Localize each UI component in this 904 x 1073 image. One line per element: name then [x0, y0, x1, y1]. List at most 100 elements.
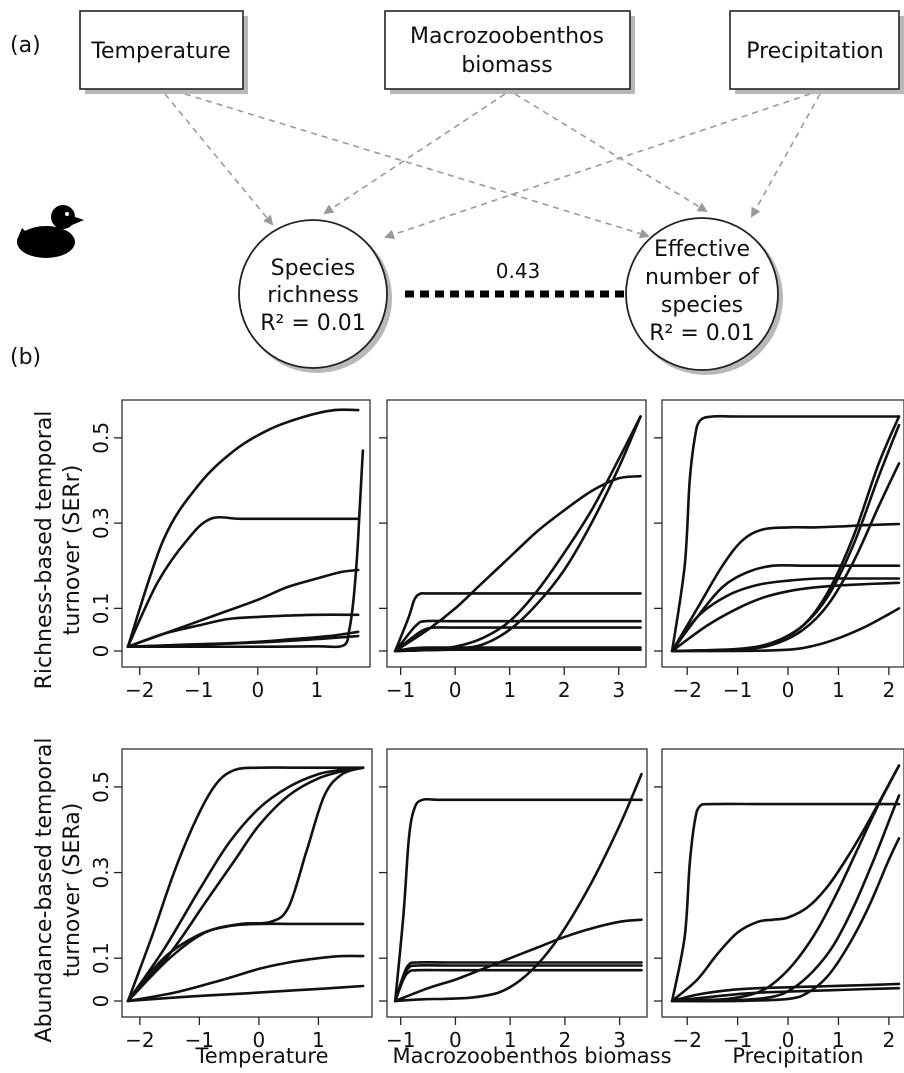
x-tick-label: 2: [558, 678, 571, 702]
plot-frame: [121, 748, 373, 1018]
ylabel-bottom-line-1: Abundance-based temporal: [32, 738, 57, 1043]
series-line-3: [670, 764, 901, 1003]
effective-number-node-circle: [625, 217, 779, 371]
species-richness-node-circle: [238, 219, 388, 369]
chart-sera-precipitation: −2 −1 0 1 2: [654, 748, 904, 1052]
effective-number-label-3: species: [661, 293, 743, 318]
series-line-1: [670, 802, 901, 1003]
macrozoobenthos-node-label-1: Macrozoobenthos: [410, 24, 604, 49]
ylabel-top-line-2: turnover (SERr): [60, 465, 85, 636]
plot-frame: [386, 399, 647, 668]
arrow-biomass-to-effective: [514, 93, 708, 213]
macrozoobenthos-node-label-2: biomass: [461, 53, 552, 78]
x-tick-label: 3: [612, 678, 625, 702]
chart-serr-macrozoobenthos: −1 0 1 2 3: [379, 399, 647, 702]
path-arrows: [164, 93, 821, 240]
arrow-temperature-to-effective: [184, 93, 650, 239]
x-tick-label: 2: [559, 1028, 572, 1052]
ylabel-top-line-1: Richness-based temporal: [32, 411, 57, 690]
plot-frame: [121, 399, 371, 668]
x-tick-label: −2: [672, 1028, 701, 1052]
series-line-1: [393, 797, 643, 1003]
species-richness-node: Species richness R² = 0.01: [238, 219, 392, 373]
series-line-2: [393, 591, 642, 653]
y-tick-label: 0.5: [89, 422, 113, 454]
series-line-4: [393, 968, 643, 1003]
x-tick-label: 0: [251, 678, 264, 702]
arrow-precipitation-to-richness: [384, 93, 811, 240]
y-tick-label: 0.1: [89, 942, 113, 974]
series-line-7: [670, 986, 901, 1003]
series-line-4: [126, 613, 360, 648]
y-tick-label: 0.3: [89, 857, 113, 889]
series-line-2: [670, 764, 901, 1003]
series-line-7: [393, 415, 642, 653]
series-line-9: [670, 607, 901, 653]
series-line-6: [393, 772, 643, 1003]
x-tick-label: −1: [723, 678, 752, 702]
ylabel-bottom-line-2: turnover (SERa): [60, 803, 85, 978]
panel-a-label: (a): [10, 33, 41, 58]
effective-number-node: Effective number of species R² = 0.01: [625, 217, 783, 375]
series-line-2: [126, 515, 360, 648]
series-line-1: [670, 414, 901, 653]
x-tick-label: 0: [782, 678, 795, 702]
chart-serr-precipitation: −2 −1 0 1 2: [654, 399, 904, 702]
correlation-value: 0.43: [496, 259, 541, 283]
species-richness-label-2: richness: [267, 283, 359, 308]
x-tick-label: −1: [386, 678, 415, 702]
precipitation-node-box: [729, 10, 900, 90]
x-tick-label: 1: [832, 678, 845, 702]
series-line-4: [670, 581, 901, 653]
x-tick-label: 3: [613, 1028, 626, 1052]
species-richness-r2: R² = 0.01: [260, 311, 366, 336]
series-line-2: [670, 522, 901, 653]
x-tick-label: 1: [504, 1028, 517, 1052]
x-tick-label: 0: [449, 1028, 462, 1052]
series-line-3: [126, 568, 360, 648]
series-line-3: [126, 766, 365, 1003]
x-tick-label: −1: [723, 1028, 752, 1052]
series-line-6: [670, 415, 901, 653]
series-line-1: [126, 408, 360, 648]
x-tick-label: 2: [883, 1028, 896, 1052]
x-tick-label: −2: [672, 678, 701, 702]
panel-b-label: (b): [10, 345, 41, 370]
y-tick-label: 0.3: [89, 507, 113, 539]
series-line-5: [670, 837, 901, 1003]
x-tick-label: 2: [883, 678, 896, 702]
plot-frame: [661, 748, 904, 1018]
species-richness-label-1: Species: [271, 256, 356, 281]
series-line-6: [670, 982, 901, 1003]
x-tick-label: 0: [253, 1028, 266, 1052]
xlabel-temperature: Temperature: [194, 1044, 328, 1068]
y-tick-label: 0.5: [89, 771, 113, 803]
temperature-node-box: [79, 10, 244, 90]
plot-frame: [661, 399, 904, 668]
series-line-1: [126, 766, 365, 1003]
precipitation-node: Precipitation: [729, 10, 904, 94]
macrozoobenthos-node-box: [384, 10, 631, 90]
x-tick-label: −2: [125, 678, 154, 702]
y-tick-label: 0.1: [89, 592, 113, 624]
chart-serr-temperature: −2 −1 0 1 0 0.1 0.3 0.5: [89, 399, 371, 702]
series-line-5: [393, 918, 643, 1003]
chart-sera-macrozoobenthos: −1 0 1 2 3: [379, 748, 648, 1052]
x-tick-label: −1: [184, 678, 213, 702]
x-tick-label: −2: [125, 1028, 154, 1052]
series-line-7: [126, 984, 365, 1003]
macrozoobenthos-node: Macrozoobenthos biomass: [384, 10, 635, 94]
panel-b: (b) Richness-based temporal turnover (SE…: [10, 345, 904, 1068]
duck-icon: [17, 205, 84, 258]
temperature-node: Temperature: [79, 10, 248, 94]
xlabel-macrozoobenthos: Macrozoobenthos biomass: [392, 1044, 671, 1068]
series-line-4: [126, 766, 365, 1003]
arrow-temperature-to-richness: [164, 93, 274, 226]
effective-number-r2: R² = 0.01: [649, 321, 755, 346]
series-line-6: [126, 954, 365, 1003]
x-tick-label: 1: [310, 678, 323, 702]
x-tick-label: −1: [386, 1028, 415, 1052]
y-tick-label: 0: [89, 995, 113, 1008]
effective-number-label-2: number of: [645, 265, 760, 290]
temperature-node-label: Temperature: [90, 39, 230, 64]
